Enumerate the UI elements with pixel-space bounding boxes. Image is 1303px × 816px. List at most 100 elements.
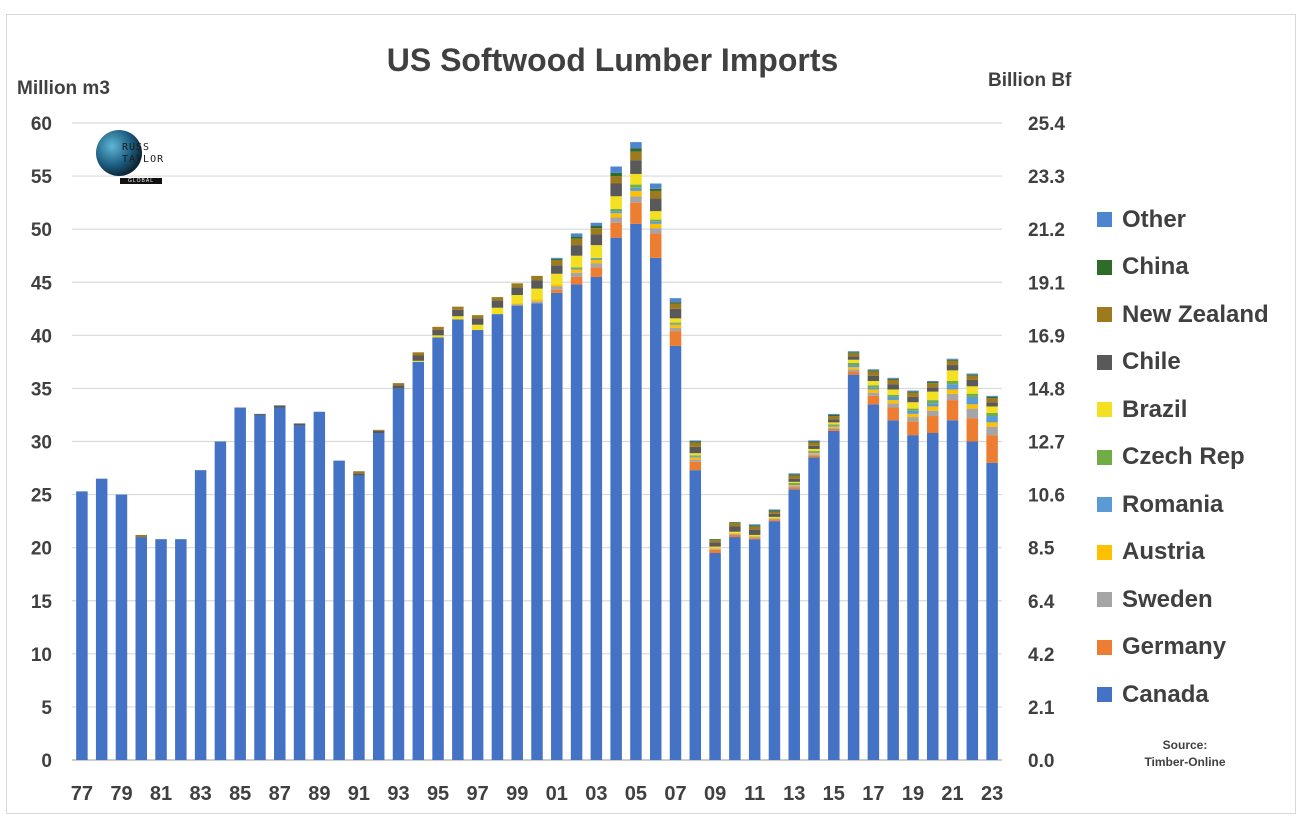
bar-new-zealand-21 (946, 360, 959, 366)
bar-new-zealand-91 (353, 471, 365, 474)
bar-brazil-16 (847, 359, 860, 363)
x-tick-label: 89 (308, 783, 330, 805)
bar-austria-14 (808, 453, 820, 455)
x-tick-label: 13 (783, 783, 805, 805)
x-tick-label: 17 (862, 783, 884, 805)
legend-swatch (1097, 212, 1112, 228)
bar-canada-03 (590, 276, 603, 760)
bar-sweden-00 (531, 301, 543, 304)
source-name: Timber-Online (1144, 755, 1226, 769)
x-tick-label: 19 (902, 783, 924, 805)
bar-sweden-03 (590, 263, 603, 268)
bar-new-zealand-16 (847, 353, 860, 357)
bar-brazil-09 (709, 546, 721, 548)
bar-sweden-13 (788, 486, 800, 488)
bar-canada-98 (491, 314, 504, 760)
bar-china-13 (788, 474, 800, 476)
bar-austria-09 (709, 547, 721, 549)
bar-new-zealand-12 (768, 511, 781, 514)
bar-czech-rep-16 (847, 362, 860, 366)
legend-item-romania: Romania (1097, 481, 1303, 529)
legend-item-chile: Chile (1097, 339, 1303, 387)
legend-item-germany: Germany (1097, 624, 1303, 672)
bar-czech-rep-04 (610, 208, 622, 212)
legend-label: Austria (1122, 538, 1205, 566)
bar-chile-91 (353, 473, 365, 476)
bar-brazil-18 (887, 389, 899, 395)
bar-sweden-09 (709, 548, 721, 550)
bar-new-zealand-92 (372, 429, 385, 431)
bar-chile-18 (887, 384, 899, 390)
bar-china-02 (570, 236, 583, 239)
bar-china-01 (551, 258, 563, 260)
bar-china-07 (669, 302, 682, 304)
bar-sweden-01 (551, 286, 563, 290)
y-right-tick-label: 4.2 (1028, 645, 1054, 666)
y-tick-label: 50 (31, 220, 52, 241)
bar-brazil-07 (669, 318, 682, 323)
bar-austria-18 (887, 400, 899, 404)
bar-romania-16 (847, 365, 860, 368)
legend-label: Germany (1122, 633, 1227, 661)
bar-austria-19 (907, 413, 919, 418)
bar-brazil-06 (649, 211, 662, 220)
bar-germany-05 (630, 202, 642, 224)
bar-austria-11 (748, 535, 761, 538)
bar-chile-98 (491, 300, 504, 308)
bar-germany-17 (867, 395, 880, 405)
bar-austria-04 (610, 213, 622, 218)
bar-chile-00 (531, 280, 543, 289)
bar-other-23 (986, 395, 998, 397)
bar-new-zealand-22 (966, 375, 979, 380)
legend-swatch (1097, 497, 1112, 513)
bar-new-zealand-80 (135, 534, 147, 538)
bar-canada-21 (946, 420, 959, 760)
bar-canada-93 (392, 388, 405, 760)
bar-sweden-23 (986, 426, 998, 436)
bar-other-13 (788, 473, 800, 475)
y-right-tick-label: 23.3 (1028, 167, 1065, 188)
bar-brazil-03 (590, 245, 603, 258)
bar-czech-rep-18 (887, 394, 899, 397)
bar-chile-12 (768, 513, 781, 517)
bar-czech-rep-03 (590, 257, 603, 259)
y-right-tick-label: 14.8 (1028, 379, 1065, 400)
bar-sweden-21 (946, 393, 959, 401)
bar-austria-01 (551, 284, 563, 287)
bar-new-zealand-05 (630, 151, 642, 161)
source-label: Source: (1162, 738, 1208, 752)
bar-chile-97 (471, 318, 484, 325)
bar-other-07 (669, 298, 682, 303)
bar-brazil-20 (927, 391, 939, 401)
x-tick-label: 95 (427, 783, 449, 805)
legend-swatch (1097, 687, 1112, 703)
legend-swatch (1097, 354, 1112, 370)
y-right-tick-label: 6.4 (1028, 592, 1055, 613)
y-tick-label: 55 (31, 167, 53, 188)
bar-sweden-22 (966, 408, 979, 419)
bar-canada-89 (313, 411, 326, 760)
bar-czech-rep-21 (946, 380, 959, 385)
bar-sweden-05 (630, 196, 642, 203)
bar-china-19 (907, 391, 919, 393)
bar-new-zealand-03 (590, 228, 603, 235)
y-tick-label: 0 (41, 751, 52, 772)
x-tick-label: 91 (348, 783, 370, 805)
x-tick-label: 83 (189, 783, 211, 805)
bar-canada-13 (788, 489, 800, 760)
bar-other-04 (610, 166, 622, 173)
bar-sweden-07 (669, 327, 682, 332)
bar-brazil-22 (966, 386, 979, 394)
bar-new-zealand-19 (907, 392, 919, 397)
bar-new-zealand-01 (551, 259, 563, 266)
bar-chile-11 (748, 529, 761, 535)
bar-new-zealand-94 (412, 352, 425, 356)
legend-label: Other (1122, 205, 1187, 233)
bar-czech-rep-19 (907, 408, 919, 411)
bar-other-17 (867, 369, 880, 371)
legend-label: New Zealand (1122, 300, 1269, 328)
bar-canada-14 (808, 457, 820, 760)
bar-czech-rep-06 (649, 219, 662, 222)
bar-canada-06 (649, 257, 662, 760)
